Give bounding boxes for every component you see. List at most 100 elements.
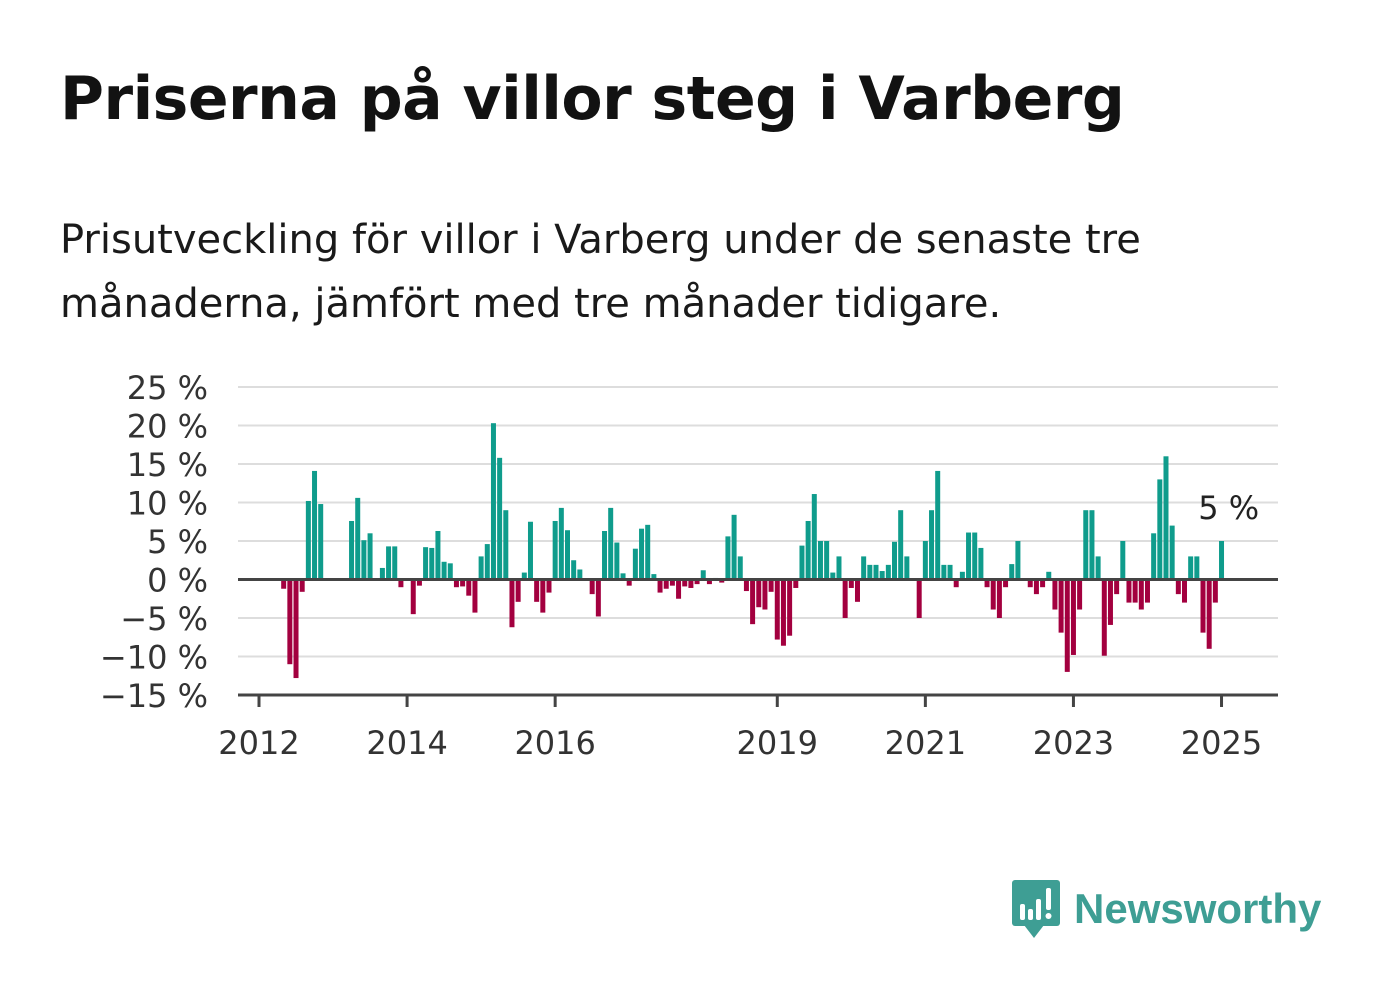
bar [1188,556,1194,580]
x-tick-label: 2021 [885,724,966,762]
bar [904,556,910,580]
bar [1015,541,1021,580]
bar [497,457,503,580]
brand-name: Newsworthy [1074,885,1322,932]
latest-value-label: 5 % [1198,489,1259,527]
bar [774,579,780,640]
bar [441,561,447,580]
bar [694,579,700,585]
bar [509,579,515,628]
bar [287,579,293,665]
bar [626,579,632,586]
bar [521,572,527,580]
bar [793,579,799,588]
bar [1126,579,1132,603]
bar [484,544,490,580]
bar [811,494,817,580]
bar [1194,556,1200,580]
bar [867,564,873,580]
bar [1132,579,1138,603]
bar [836,556,842,580]
bar [842,579,848,618]
bar [688,579,694,588]
bar [1138,579,1144,610]
bar [1144,579,1150,603]
bar [966,532,972,580]
bar [1169,525,1175,580]
bar [657,579,663,593]
bar [571,560,577,580]
bar [1033,579,1039,595]
bar [848,579,854,588]
bar [830,572,836,580]
bar [892,541,898,580]
bar [410,579,416,615]
bar [780,579,786,646]
y-tick-label: −15 % [100,677,208,715]
bar [379,567,385,580]
bar [700,570,706,580]
bar [805,520,811,580]
bar [737,556,743,580]
bar [589,579,595,595]
newsworthy-logo-icon [1012,880,1060,938]
bar [762,579,768,610]
bar [1151,533,1157,580]
bar [565,530,570,580]
bar [435,530,441,580]
bar [293,579,299,679]
x-axis-labels: 2012 2014 2016 2019 2021 2023 2025 [218,724,1262,762]
bar [1003,579,1009,588]
bars [281,423,1225,679]
bar [312,470,318,580]
brand-logo: Newsworthy [1010,876,1321,942]
bar [620,573,626,580]
bar [756,579,762,608]
bar [546,579,552,593]
bar [595,579,601,617]
bar [706,579,712,585]
bar [577,569,583,580]
bar [355,497,361,580]
x-tick-label: 2016 [514,724,595,762]
bar [558,507,564,580]
bar [663,579,669,589]
bar [447,563,453,580]
bar [632,548,638,580]
bar [1083,510,1089,580]
bar [608,507,614,580]
bar [1027,579,1033,588]
bar [318,504,324,580]
bar [1163,456,1169,580]
y-tick-label: 20 % [127,408,208,446]
bar [1046,571,1052,580]
bar [1101,579,1107,656]
bar [947,564,953,580]
y-tick-label: 10 % [127,485,208,523]
bar [941,564,947,580]
bar [1107,579,1113,625]
bar [1070,579,1076,655]
bar [305,500,311,580]
bar [990,579,996,610]
bar [787,579,793,636]
bar [731,514,737,580]
bar [453,579,459,588]
x-tick-label: 2014 [366,724,447,762]
bar [552,520,558,580]
bar [515,579,521,602]
bar [935,470,941,580]
bar [885,564,891,580]
bar [873,564,879,580]
bar [1120,541,1126,580]
y-tick-label: −10 % [100,639,208,677]
bar [299,579,305,592]
bar [466,579,472,596]
x-tick-label: 2025 [1181,724,1262,762]
bar [978,547,984,580]
bar [602,530,608,580]
y-tick-label: 5 % [147,523,208,561]
bar [817,541,823,580]
bar [281,579,287,589]
bar [898,510,904,580]
